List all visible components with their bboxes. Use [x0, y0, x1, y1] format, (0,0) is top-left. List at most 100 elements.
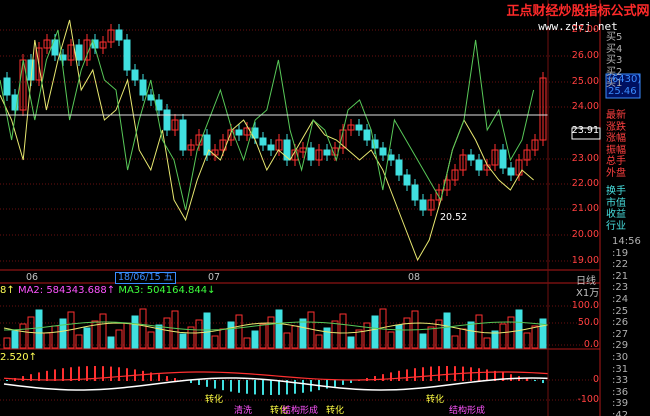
volume-bar: [83, 327, 91, 349]
macd-tick: 0: [592, 374, 599, 385]
tick-time: :25: [612, 305, 629, 317]
macd-bar: [438, 366, 440, 381]
candle-body: [155, 99, 163, 111]
macd-bar: [30, 374, 32, 381]
volume-bar: [179, 333, 187, 349]
buy-label[interactable]: 买1: [606, 78, 623, 90]
macd-bar: [54, 369, 56, 381]
quote-label: 总手: [606, 156, 626, 168]
volume-legend-prefix: 8↑: [0, 285, 15, 296]
volume-ma3-line: [3, 321, 549, 331]
candle-body: [59, 54, 67, 61]
volume-bar: [43, 332, 51, 349]
price-tick: 26.00: [571, 50, 599, 61]
macd-bar: [62, 368, 64, 381]
period-tag[interactable]: 日线: [576, 276, 596, 287]
macd-bar: [414, 368, 416, 381]
macd-bar: [206, 380, 208, 387]
candle-body: [307, 147, 315, 161]
buy-label[interactable]: 买5: [606, 32, 623, 43]
buy-list: 买5 买4 买3 买2 买1: [606, 32, 650, 90]
info-label: 收益: [606, 209, 626, 221]
volume-tick: 0.0: [583, 339, 599, 350]
tick-time: :24: [612, 293, 629, 305]
volume-bar: [171, 310, 179, 349]
buy-label[interactable]: 买3: [606, 55, 623, 67]
candle-body: [427, 199, 435, 211]
volume-bar: [531, 325, 539, 349]
quote-label: 外盘: [606, 167, 626, 179]
volume-bar: [203, 312, 211, 349]
tick-time: :30: [612, 351, 629, 363]
buy-label[interactable]: 买2: [606, 66, 623, 78]
volume-bar: [371, 315, 379, 349]
volume-bar: [139, 308, 147, 349]
macd-bar: [278, 380, 280, 395]
candle-body: [67, 44, 75, 61]
macd-bar: [254, 380, 256, 395]
volume-bar: [147, 331, 155, 349]
volume-tick: 100.0: [571, 300, 599, 311]
volume-bar: [243, 337, 251, 349]
volume-legend: 8↑ MA2: 584343.688↑ MA3: 504164.844↓: [0, 285, 216, 296]
candle-body: [203, 134, 211, 156]
macd-bar: [214, 380, 216, 389]
candle-body: [379, 147, 387, 156]
volume-bar: [499, 323, 507, 349]
volume-bar: [187, 326, 195, 349]
macd-bar: [494, 370, 496, 381]
volume-bar: [395, 324, 403, 349]
candle-body: [539, 77, 547, 141]
candle-body: [51, 39, 59, 56]
volume-bar: [19, 323, 27, 349]
volume-bar: [363, 322, 371, 349]
macd-bar: [222, 380, 224, 391]
volume-bar: [195, 319, 203, 349]
candle-body: [123, 39, 131, 71]
candle-body: [163, 109, 171, 131]
tick-time: :22: [612, 259, 629, 271]
macd-bar: [446, 366, 448, 381]
volume-bar: [11, 330, 19, 349]
buy-label[interactable]: 买4: [606, 43, 623, 55]
price-tick: 21.00: [571, 203, 599, 214]
macd-bar: [110, 366, 112, 381]
signal-label: 转化: [326, 406, 345, 416]
watermark-title: 正点财经炒股指标公式网: [506, 4, 650, 19]
tick-time: :19: [612, 247, 629, 259]
macd-bar: [158, 374, 160, 381]
candle-body: [107, 29, 115, 43]
date-label: 07: [208, 272, 221, 283]
tick-time: 14:56: [612, 236, 641, 247]
price-tick: 22.00: [571, 178, 599, 189]
volume-bar: [539, 318, 547, 349]
volume-bars: [3, 308, 547, 349]
macd-bar: [262, 380, 264, 395]
macd-bar: [510, 374, 512, 381]
ma-line-green: [0, 29, 535, 211]
candle-body: [179, 119, 187, 151]
macd-bar: [6, 380, 8, 381]
tick-time: :26: [612, 317, 629, 329]
tick-time: :33: [612, 375, 629, 387]
volume-bar: [419, 333, 427, 349]
macd-bar: [350, 380, 352, 383]
macd-bar: [198, 380, 200, 385]
macd-bar: [294, 380, 296, 394]
candle-body: [403, 174, 411, 186]
price-tick: 23.00: [571, 153, 599, 164]
volume-bar: [451, 335, 459, 349]
watermark: 正点财经炒股指标公式网 www.zdcj.net: [506, 4, 650, 34]
candle-body: [235, 129, 243, 136]
signal-label: 结构形成: [282, 406, 319, 416]
tick-time: :36: [612, 386, 629, 398]
macd-bar: [142, 370, 144, 381]
candle-body: [347, 124, 355, 131]
candle-body: [3, 77, 11, 96]
price-tick: 27.00: [571, 24, 599, 35]
volume-ma3-label: MA3: 504164.844↓: [118, 285, 216, 296]
candle-body: [531, 139, 539, 151]
macd-bar: [166, 376, 168, 381]
candle-body: [467, 154, 475, 161]
